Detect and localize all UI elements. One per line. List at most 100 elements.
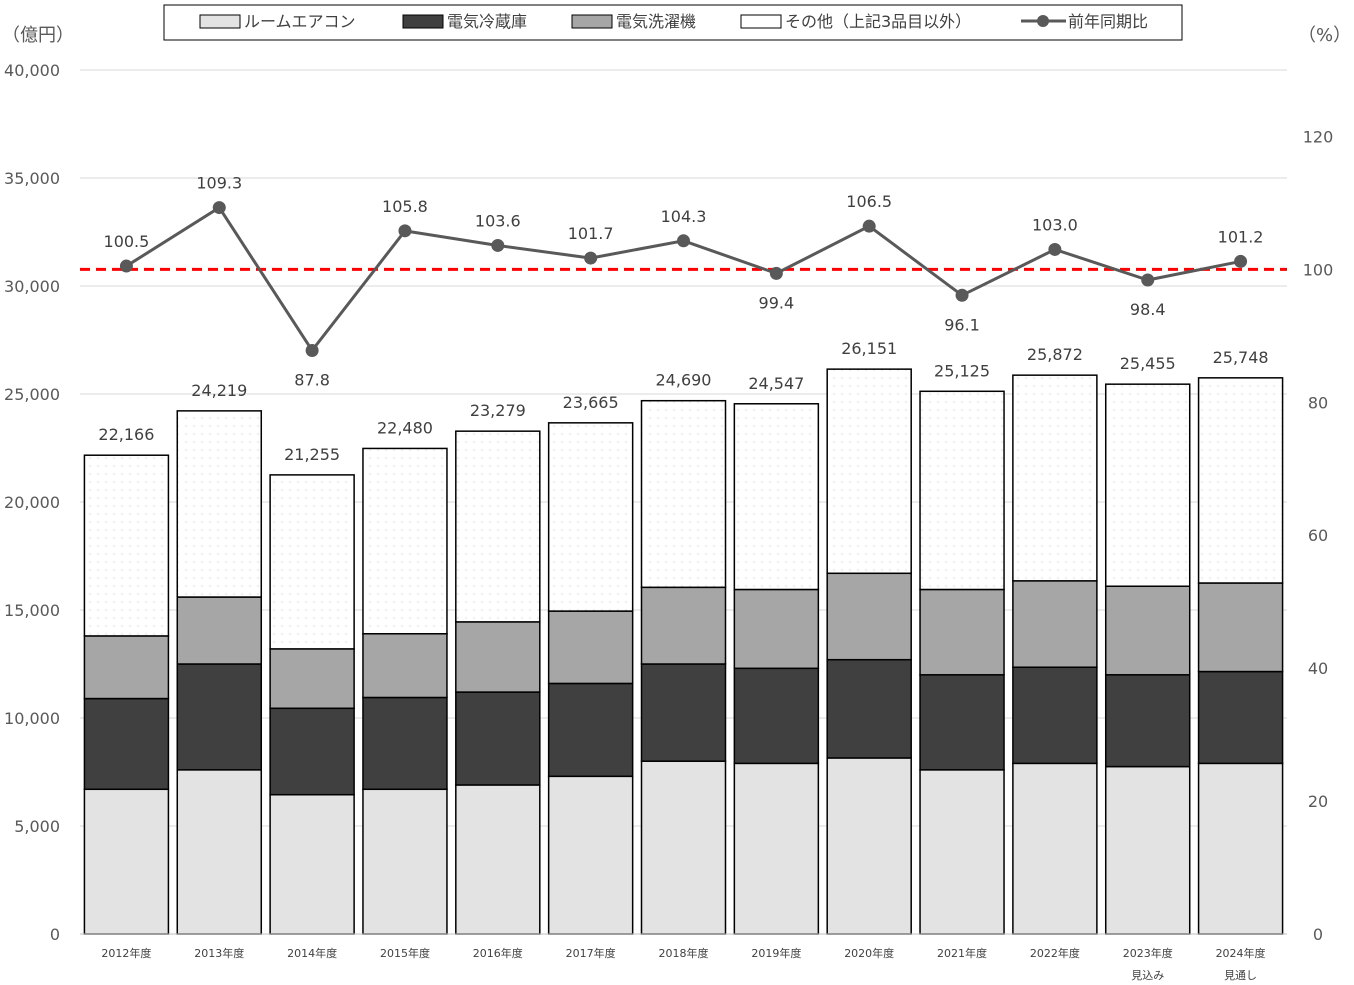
yoy-value-label: 101.7 (568, 224, 614, 243)
bar-segment-room-aircon (1197, 762, 1284, 935)
bar-total-label: 24,547 (748, 374, 804, 393)
x-category-label: 2023年度 (1123, 946, 1173, 960)
bar-segment-refrigerator (1104, 674, 1191, 768)
bar-segment-washing-machine (1197, 582, 1284, 673)
y-right-tick-label: 80 (1308, 393, 1328, 412)
bar-segment-room-aircon (733, 762, 820, 935)
yoy-point (677, 234, 690, 248)
x-category-label: 2017年度 (566, 946, 616, 960)
y-left-tick-label: 10,000 (4, 709, 60, 728)
yoy-value-label: 98.4 (1130, 300, 1166, 319)
bar-segment-washing-machine (919, 588, 1005, 676)
bar-total-label: 26,151 (841, 339, 897, 358)
yoy-point (584, 251, 598, 265)
legend-box (163, 4, 1183, 41)
x-category-label: 2022年度 (1030, 946, 1080, 960)
x-category-label: 見込み (1131, 969, 1164, 982)
y-left-tick-label: 0 (50, 925, 60, 944)
bar-segment-refrigerator (1012, 666, 1098, 765)
bar-segment-washing-machine (733, 588, 820, 670)
y-left-tick-label: 15,000 (4, 601, 60, 620)
bar-segment-room-aircon (826, 757, 912, 935)
bar-total-label: 23,279 (470, 401, 526, 420)
x-category-label: 2014年度 (287, 946, 337, 960)
bar-segment-room-aircon (455, 784, 541, 935)
x-category-label: 2024年度 (1216, 946, 1266, 960)
yoy-point (1234, 254, 1248, 268)
x-category-label: 2021年度 (937, 946, 987, 960)
yoy-point (955, 288, 969, 302)
bar-segment-other (919, 390, 1005, 591)
bar-segment-refrigerator (269, 707, 355, 796)
yoy-point (212, 201, 226, 215)
x-category-label: 2020年度 (844, 946, 894, 960)
y-left-tick-label: 20,000 (4, 493, 60, 512)
x-category-label: 2013年度 (194, 946, 244, 960)
x-category-label: 2016年度 (473, 946, 523, 960)
yoy-value-label: 96.1 (944, 315, 980, 334)
bar-segment-washing-machine (1104, 585, 1191, 676)
y-left-tick-label: 30,000 (4, 277, 60, 296)
bar-segment-other (362, 447, 448, 635)
legend-label: 電気洗濯機 (616, 12, 696, 31)
y-left-tick-label: 40,000 (4, 61, 60, 80)
y-right-tick-label: 40 (1308, 659, 1328, 678)
y-right-tick-label: 20 (1308, 792, 1328, 811)
bar-total-label: 22,480 (377, 418, 433, 437)
bar-segment-refrigerator (547, 682, 634, 778)
bar-segment-refrigerator (640, 663, 727, 762)
yoy-value-label: 105.8 (382, 197, 428, 216)
yoy-point (1141, 273, 1155, 287)
yoy-point (1048, 242, 1062, 256)
y-right-tick-label: 120 (1303, 127, 1334, 146)
bar-total-label: 25,872 (1027, 345, 1083, 364)
bar-total-label: 23,665 (563, 393, 619, 412)
y-right-tick-label: 60 (1308, 526, 1328, 545)
x-category-label: 見通し (1224, 969, 1257, 982)
bar-segment-refrigerator (83, 697, 170, 791)
legend-swatch (571, 14, 613, 29)
yoy-value-label: 101.2 (1218, 227, 1264, 246)
bar-segment-other (176, 410, 263, 598)
x-category-label: 2015年度 (380, 946, 430, 960)
bar-segment-refrigerator (733, 667, 820, 765)
yoy-value-label: 100.5 (104, 232, 150, 251)
bar-segment-washing-machine (455, 621, 541, 693)
yoy-point (398, 224, 412, 238)
legend-label: その他（上記3品目以外） (785, 12, 971, 31)
bar-segment-washing-machine (269, 648, 355, 710)
bar-segment-refrigerator (826, 658, 912, 759)
legend-label: 前年同期比 (1068, 12, 1148, 31)
bar-segment-other (1012, 374, 1098, 582)
legend-line-marker (1037, 15, 1049, 27)
x-category-label: 2019年度 (751, 946, 801, 960)
x-category-label: 2012年度 (101, 946, 151, 960)
bar-total-label: 22,166 (98, 425, 154, 444)
bar-total-label: 24,690 (656, 371, 712, 390)
yoy-value-label: 99.4 (759, 293, 795, 312)
bar-segment-other (269, 474, 355, 650)
bar-total-label: 21,255 (284, 445, 340, 464)
y-left-tick-label: 5,000 (14, 817, 60, 836)
bar-segment-room-aircon (1012, 762, 1098, 935)
bar-segment-other (1104, 383, 1191, 587)
bar-segment-room-aircon (1104, 765, 1191, 935)
bar-segment-washing-machine (83, 635, 170, 700)
yoy-point (119, 259, 133, 273)
bar-segment-washing-machine (1012, 580, 1098, 668)
yoy-value-label: 103.0 (1032, 215, 1078, 234)
bar-segment-other (826, 368, 912, 575)
bar-segment-room-aircon (362, 788, 448, 935)
bar-total-label: 25,748 (1213, 348, 1269, 367)
bar-segment-other (455, 430, 541, 623)
legend-label: 電気冷蔵庫 (447, 12, 527, 31)
bar-segment-refrigerator (919, 674, 1005, 771)
bar-segment-refrigerator (362, 696, 448, 791)
bar-segment-other (1197, 377, 1284, 584)
bar-segment-washing-machine (640, 586, 727, 665)
legend-swatch (199, 14, 241, 29)
bar-segment-refrigerator (1197, 670, 1284, 765)
bar-total-label: 25,125 (934, 361, 990, 380)
